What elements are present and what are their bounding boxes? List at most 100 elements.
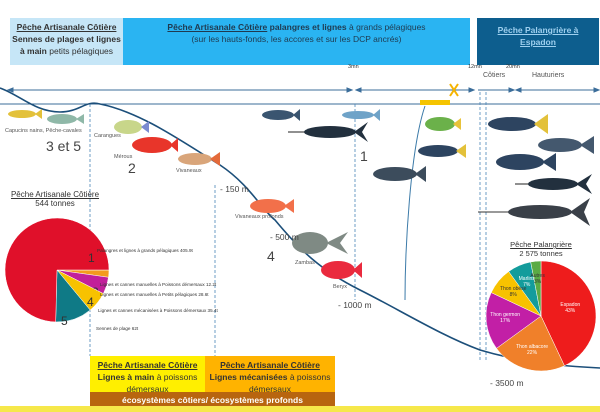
fish-capucin-icon [8, 109, 42, 119]
pie1-slice-number: 4 [87, 295, 94, 309]
fish-thon-icon [262, 109, 300, 121]
box-line-bold: à main [19, 46, 47, 56]
dcp-flag-icon [449, 83, 459, 97]
pie1-legend-item: Sennes de plage 62t [96, 326, 139, 331]
fish-zamba-icon [292, 232, 348, 254]
zone-number-4: 4 [267, 248, 275, 264]
fish-marlin-icon [288, 122, 368, 142]
label-capucins: Capucins nains, Pêche-cavales [5, 128, 82, 134]
depth-3500: - 3500 m [490, 378, 524, 388]
box-line: Sennes de plages et lignes [12, 34, 121, 44]
pie-slice-espadon [540, 260, 597, 367]
pie2-slice-label: Marlins 7% [505, 276, 549, 288]
box-line: à grands pélagiques [346, 22, 426, 32]
pie1-legend-item: Lignes et cannes manuelles à Poissons dé… [100, 282, 217, 287]
pie2-slice-label: Autres 3% [516, 273, 560, 285]
label-vivaneaux: Vivaneaux [176, 168, 202, 174]
dcp-buoy [420, 100, 450, 105]
pie2-slice-name: Thon obèse [500, 286, 527, 293]
pie1-slice-number: 1 [88, 251, 95, 265]
box-line: démersaux [126, 384, 169, 394]
pie-slice-thon-germon [485, 292, 542, 349]
label-hauturiers: Hauturiers [532, 72, 565, 79]
label-vivaneaux-profonds: Vivaneaux profonds [235, 214, 284, 220]
label-cotiers: Côtiers [483, 72, 506, 79]
pie2-slice-value: 22% [527, 349, 538, 356]
box-title: Pêche Artisanale Côtière [220, 360, 320, 370]
pie-slice-thon-albacore [496, 315, 565, 372]
pie2-slice-name: Autres [530, 273, 545, 280]
footer-ecosystemes: écosystèmes côtiers/ écosystèmes profond… [90, 392, 335, 408]
box-title: Pêche Artisanale Côtière [16, 22, 117, 32]
fish-beryx-icon [321, 261, 362, 279]
label-beryx: Beryx [333, 284, 348, 290]
pie2-subtitle: 2 575 tonnes [519, 249, 563, 258]
pie-slice-palangres-et-lignes-grands-p-lagiques [4, 217, 110, 323]
pie2-slice-value: 17% [500, 318, 511, 325]
pie1-subtitle: 544 tonnes [35, 199, 75, 208]
box-line: démersaux [248, 384, 292, 394]
header-box-palangres: Pêche Artisanale Côtière palangres et li… [123, 18, 470, 65]
box-line-bold: palangres et lignes [267, 22, 347, 32]
fish-vivaneau-icon [178, 152, 220, 166]
label-carangues: Carangues [94, 133, 121, 139]
pie2-slice-name: Marlins [518, 275, 535, 282]
pie2-slice-label: Thon germon 17% [483, 312, 527, 324]
pie1-title: Pêche Artisanale Côtière [10, 190, 100, 199]
depth-1000: - 1000 m [338, 300, 372, 310]
pie2-slice-value: 43% [565, 308, 576, 315]
pie1-slice-number: 5 [61, 314, 68, 328]
depth-150: - 150 m [220, 184, 249, 194]
fish-thon-obese-icon [496, 153, 556, 171]
pie-chart-artisanale: 23451 [4, 217, 110, 328]
pie1-title-block: Pêche Artisanale Côtière 544 tonnes [10, 190, 100, 208]
fish-albacore-icon [418, 144, 466, 158]
pie1-legend-item: Lignes et cannes manuelles à Petits péla… [100, 292, 209, 297]
pie2-slice-value: 3% [533, 279, 542, 286]
box-line-bold: Lignes à main [97, 372, 155, 382]
depth-500: - 500 m [270, 232, 299, 242]
box-line: (sur les hauts-fonds, les accores et sur… [191, 34, 402, 44]
pie2-slice-value: 7% [523, 281, 531, 288]
pie-slice-autres [530, 260, 542, 317]
pie2-slice-value: 8% [509, 292, 517, 299]
header-box-espadon: Pêche Palangrière à Espadon [477, 18, 599, 65]
distance-12mn: 12mn [468, 64, 482, 70]
label-zambas: Zambas [295, 260, 315, 266]
fish-albacore2-icon [488, 114, 548, 134]
pie1-legend-item: Lignes et cannes mécanisées à Poissons d… [98, 308, 218, 313]
fish-espadon-icon [478, 198, 590, 226]
seabed-profile [0, 87, 600, 369]
pie2-slice-name: Thon albacore [516, 343, 549, 350]
header-box-sennes: Pêche Artisanale Côtière Sennes de plage… [10, 18, 123, 65]
zone-number-1: 1 [360, 148, 368, 164]
pie-chart-palangriere [485, 260, 597, 372]
distance-3mn: 3mn [348, 64, 359, 70]
pie1-legend-item: Palangres et lignes à grands pélagiques … [97, 248, 193, 253]
box-title: Pêche Artisanale Côtière [97, 360, 198, 370]
pie2-title-block: Pêche Palangrière 2 575 tonnes [496, 240, 586, 258]
distance-arrows [6, 87, 600, 93]
distance-20mn: 20mn [506, 64, 520, 70]
fish-dorade-icon [425, 117, 461, 131]
box-line-bold: Lignes mécanisées [209, 372, 288, 382]
box-line: à poissons [287, 372, 331, 382]
box-title: Pêche Artisanale Côtière [167, 22, 268, 32]
fish-thon2-icon [373, 166, 426, 182]
footer-box-lignes-mecanisees: Pêche Artisanale Côtière Lignes mécanisé… [205, 356, 335, 394]
fish-germon-icon [538, 136, 594, 154]
dcp-mooring-line [404, 105, 426, 301]
box-line: à poissons [154, 372, 198, 382]
label-merous: Mérous [114, 154, 133, 160]
pie2-slice-label: Thon albacore 22% [510, 344, 554, 356]
box-title: Pêche Palangrière à Espadon [497, 25, 579, 47]
fish-merou-icon [132, 137, 178, 153]
fish-illustrations [8, 109, 594, 279]
pie2-title: Pêche Palangrière [510, 240, 572, 249]
fish-marlin2-icon [515, 174, 592, 194]
zone-number-3-5: 3 et 5 [46, 138, 82, 154]
fish-carangue-icon [114, 120, 149, 134]
pie2-slice-name: Thon germon [490, 312, 521, 319]
pie2-slice-label: Thon obèse 8% [491, 286, 535, 298]
